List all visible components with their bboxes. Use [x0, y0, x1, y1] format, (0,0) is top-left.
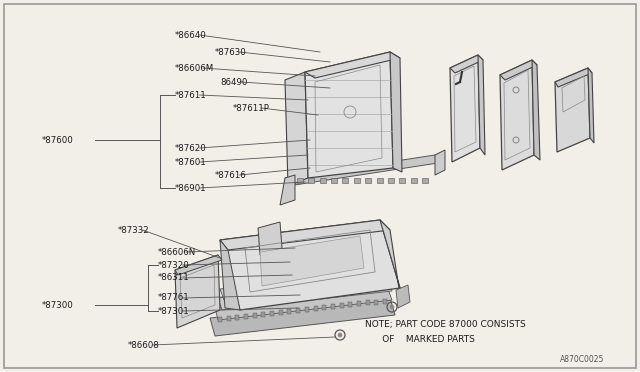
Polygon shape [261, 312, 266, 317]
Polygon shape [175, 255, 222, 275]
Text: *87601: *87601 [175, 157, 207, 167]
Circle shape [338, 333, 342, 337]
Text: *87761: *87761 [158, 294, 189, 302]
Polygon shape [280, 175, 295, 205]
Polygon shape [331, 304, 335, 310]
Text: *87300: *87300 [42, 301, 74, 310]
Polygon shape [260, 236, 364, 286]
Polygon shape [244, 314, 248, 319]
Polygon shape [365, 178, 371, 183]
Text: *86901: *86901 [175, 183, 207, 192]
Polygon shape [450, 55, 480, 162]
Polygon shape [314, 306, 317, 311]
Polygon shape [532, 60, 540, 160]
Text: *87630: *87630 [215, 48, 247, 57]
Text: *87616: *87616 [215, 170, 247, 180]
Text: OF    MARKED PARTS: OF MARKED PARTS [365, 336, 475, 344]
Polygon shape [220, 240, 240, 310]
Polygon shape [220, 220, 400, 310]
Polygon shape [258, 222, 282, 255]
Text: *87611P: *87611P [233, 103, 270, 112]
Text: *86606M: *86606M [175, 64, 214, 73]
Polygon shape [308, 178, 314, 183]
Text: *86606N: *86606N [158, 247, 196, 257]
Text: *87611: *87611 [175, 90, 207, 99]
Polygon shape [220, 220, 390, 250]
Text: NOTE; PART CODE 87000 CONSISTS: NOTE; PART CODE 87000 CONSISTS [365, 321, 525, 330]
Polygon shape [331, 178, 337, 183]
Text: *87301: *87301 [158, 307, 189, 315]
Polygon shape [357, 301, 361, 307]
Polygon shape [175, 255, 220, 328]
Text: *87620: *87620 [175, 144, 207, 153]
Polygon shape [279, 310, 283, 315]
Polygon shape [305, 307, 309, 312]
Polygon shape [253, 313, 257, 318]
Polygon shape [411, 178, 417, 183]
Text: A870C0025: A870C0025 [560, 356, 604, 365]
Polygon shape [236, 315, 239, 320]
Polygon shape [320, 178, 326, 183]
Polygon shape [296, 308, 300, 313]
Polygon shape [396, 285, 410, 308]
Text: *87320: *87320 [158, 260, 189, 269]
Polygon shape [588, 68, 594, 143]
Text: *86608: *86608 [128, 340, 160, 350]
Polygon shape [322, 305, 326, 310]
Polygon shape [287, 309, 291, 314]
Polygon shape [388, 178, 394, 183]
Polygon shape [365, 301, 370, 305]
Polygon shape [500, 60, 534, 170]
Polygon shape [285, 155, 438, 186]
Polygon shape [383, 299, 387, 304]
Polygon shape [555, 68, 592, 87]
Polygon shape [555, 68, 590, 152]
Polygon shape [478, 55, 485, 155]
Polygon shape [270, 311, 274, 316]
Polygon shape [305, 52, 400, 78]
Polygon shape [380, 220, 400, 295]
Text: 86490: 86490 [220, 77, 248, 87]
Polygon shape [500, 60, 537, 80]
Polygon shape [348, 302, 352, 307]
Polygon shape [374, 299, 378, 305]
Polygon shape [305, 52, 393, 178]
Polygon shape [218, 317, 222, 322]
Text: *87600: *87600 [42, 135, 74, 144]
Polygon shape [390, 52, 402, 172]
Text: *86311: *86311 [158, 273, 189, 282]
Polygon shape [422, 178, 428, 183]
Polygon shape [215, 289, 392, 320]
Polygon shape [218, 280, 392, 310]
Polygon shape [340, 304, 344, 308]
Polygon shape [210, 298, 395, 336]
Polygon shape [220, 272, 389, 300]
Polygon shape [435, 150, 445, 175]
Polygon shape [376, 178, 383, 183]
Polygon shape [297, 178, 303, 183]
Polygon shape [399, 178, 405, 183]
Polygon shape [285, 72, 308, 186]
Text: *87332: *87332 [118, 225, 150, 234]
Polygon shape [450, 55, 483, 73]
Polygon shape [342, 178, 348, 183]
Polygon shape [227, 316, 230, 321]
Circle shape [390, 305, 394, 309]
Polygon shape [354, 178, 360, 183]
Text: *86640: *86640 [175, 31, 207, 39]
